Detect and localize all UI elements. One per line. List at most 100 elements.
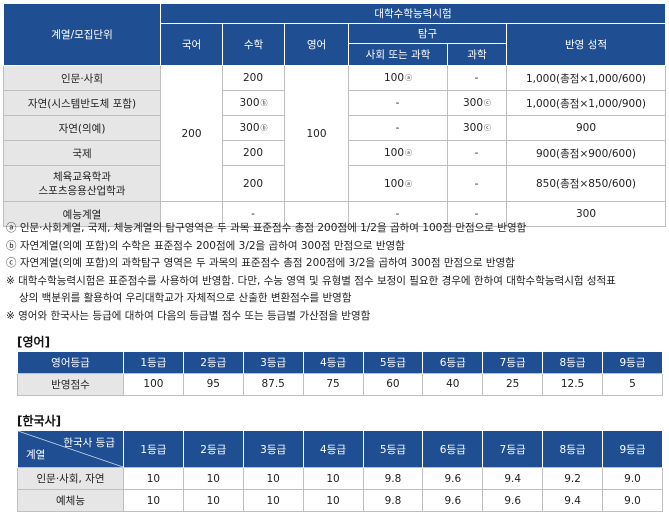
korean-score-empty bbox=[160, 201, 223, 227]
english-header-label: 영어등급 bbox=[17, 352, 124, 373]
table-row: 인문·사회 200 200 100 100ⓐ - 1,000(총점×1,000/… bbox=[3, 65, 666, 202]
footnote-standard-score-cont: 상의 백분위를 활용하여 우리대학교가 자체적으로 산출한 변환점수를 반영함 bbox=[19, 292, 352, 304]
table-row: 자연(시스템반도체 포함) 300ⓑ - 300ⓒ 1,000(총점×1,000… bbox=[3, 90, 666, 116]
grade-header: 1등급 bbox=[123, 352, 184, 373]
header-reflection: 반영 성적 bbox=[506, 23, 666, 66]
reflection-score: 900 bbox=[506, 115, 666, 141]
science-score: - bbox=[447, 65, 507, 91]
footnotes: ⓐ 인문·사회계열, 국제, 체능계열의 탐구영역은 두 과목 표준점수 총점 … bbox=[6, 220, 662, 325]
english-score-cell: 75 bbox=[302, 372, 364, 396]
math-score: 200 bbox=[222, 65, 285, 91]
table-row: 체육교육학과 스포츠응용산업학과 200 100ⓐ - 850(총점×850/6… bbox=[3, 165, 666, 202]
history-score-cell: 10 bbox=[123, 489, 184, 512]
header-math: 수학 bbox=[222, 23, 285, 66]
footnote-standard-score: ※ 대학수학능력시험은 표준점수를 사용하여 반영함. 다만, 수능 영역 및 … bbox=[6, 274, 616, 287]
grade-header: 8등급 bbox=[542, 431, 603, 468]
reflection-score: 1,000(총점×1,000/600) bbox=[506, 65, 666, 91]
history-row-label: 예체능 bbox=[17, 489, 124, 512]
header-korean: 국어 bbox=[160, 23, 223, 66]
header-science: 과학 bbox=[447, 43, 507, 66]
footnote-grade: ※ 영어와 한국사는 등급에 대하여 다음의 등급별 점수 또는 등급별 가산점… bbox=[6, 309, 371, 322]
header-category: 계열/모집단위 bbox=[3, 3, 161, 66]
grade-header: 6등급 bbox=[422, 352, 484, 373]
admission-score-table: 계열/모집단위 대학수학능력시험 국어 수학 영어 탐구 반영 성적 사회 또는… bbox=[3, 3, 666, 227]
math-score: - bbox=[222, 201, 285, 227]
history-header-row: 한국사 등급 계열 1등급 2등급 3등급 4등급 5등급 6등급 7등급 8등… bbox=[17, 431, 663, 468]
grade-header: 3등급 bbox=[242, 352, 304, 373]
korean-score: 200 bbox=[160, 65, 223, 202]
science-score: - bbox=[447, 140, 507, 166]
grade-header: 8등급 bbox=[542, 352, 603, 373]
grade-header: 5등급 bbox=[362, 431, 424, 468]
grade-header: 4등급 bbox=[302, 352, 364, 373]
grade-header: 3등급 bbox=[242, 431, 304, 468]
history-score-cell: 10 bbox=[123, 467, 184, 490]
english-score-cell: 12.5 bbox=[542, 372, 603, 396]
history-score-cell: 9.0 bbox=[602, 489, 663, 512]
row-label: 국제 bbox=[3, 140, 161, 166]
science-score: 300ⓒ bbox=[447, 115, 507, 141]
reflection-score: 300 bbox=[506, 201, 666, 227]
social-score: - bbox=[348, 90, 448, 116]
reflection-score: 1,000(총점×1,000/900) bbox=[506, 90, 666, 116]
english-score-cell: 40 bbox=[422, 372, 484, 396]
history-score-cell: 10 bbox=[242, 467, 304, 490]
grade-header: 7등급 bbox=[482, 352, 544, 373]
science-score: - bbox=[447, 201, 507, 227]
table-row: 자연(의예) 300ⓑ - 300ⓒ 900 bbox=[3, 115, 666, 141]
english-score-cell: 100 bbox=[123, 372, 184, 396]
history-score-cell: 9.2 bbox=[542, 467, 603, 490]
history-section-title: [한국사] bbox=[17, 414, 62, 428]
math-score: 300ⓑ bbox=[222, 90, 285, 116]
grade-header: 9등급 bbox=[602, 352, 663, 373]
history-score-cell: 9.6 bbox=[422, 489, 484, 512]
grade-header: 2등급 bbox=[182, 352, 244, 373]
history-row-label: 인문·사회, 자연 bbox=[17, 467, 124, 490]
row-label: 예능계열 bbox=[3, 201, 161, 227]
history-score-cell: 9.4 bbox=[542, 489, 603, 512]
english-score-cell: 5 bbox=[602, 372, 663, 396]
history-grade-table: 한국사 등급 계열 1등급 2등급 3등급 4등급 5등급 6등급 7등급 8등… bbox=[17, 431, 663, 512]
row-label: 자연(의예) bbox=[3, 115, 161, 141]
math-score: 300ⓑ bbox=[222, 115, 285, 141]
row-label: 체육교육학과 스포츠응용산업학과 bbox=[3, 165, 161, 202]
history-score-cell: 9.6 bbox=[422, 467, 484, 490]
history-header-track-label: 계열 bbox=[26, 449, 46, 461]
history-score-cell: 9.8 bbox=[362, 489, 424, 512]
english-score-cell: 25 bbox=[482, 372, 544, 396]
row-label: 자연(시스템반도체 포함) bbox=[3, 90, 161, 116]
footnote-a: ⓐ 인문·사회계열, 국제, 체능계열의 탐구영역은 두 과목 표준점수 총점 … bbox=[6, 222, 527, 234]
social-score: 100ⓐ bbox=[348, 65, 448, 91]
social-score: 100ⓐ bbox=[348, 140, 448, 166]
social-score: - bbox=[348, 115, 448, 141]
grade-header: 1등급 bbox=[123, 431, 184, 468]
footnote-b: ⓑ 자연계열(의예 포함)의 수학은 표준점수 200점에 3/2을 곱하여 3… bbox=[6, 239, 405, 252]
header-english: 영어 bbox=[284, 23, 349, 66]
english-score-cell: 87.5 bbox=[242, 372, 304, 396]
history-score-cell: 10 bbox=[302, 489, 364, 512]
header-social-or-science: 사회 또는 과학 bbox=[348, 43, 448, 66]
science-score: 300ⓒ bbox=[447, 90, 507, 116]
grade-header: 5등급 bbox=[362, 352, 424, 373]
table-row: 인문·사회, 자연 10 10 10 10 9.8 9.6 9.4 9.2 9.… bbox=[17, 467, 663, 490]
header-exam: 대학수학능력시험 bbox=[160, 3, 666, 24]
history-header-grade-label: 한국사 등급 bbox=[63, 437, 115, 449]
math-score: 200 bbox=[222, 165, 285, 202]
table-row: 예체능 10 10 10 10 9.8 9.6 9.6 9.4 9.0 bbox=[17, 489, 663, 512]
footnote-c: ⓒ 자연계열(의예 포함)의 과학탐구 영역은 두 과목의 표준점수 총점 20… bbox=[6, 257, 515, 269]
english-score: 100 bbox=[284, 65, 349, 202]
header-inquiry: 탐구 bbox=[348, 23, 507, 44]
english-grade-table: 영어등급 1등급 2등급 3등급 4등급 5등급 6등급 7등급 8등급 9등급… bbox=[17, 352, 663, 396]
history-score-cell: 9.0 bbox=[602, 467, 663, 490]
grade-header: 7등급 bbox=[482, 431, 544, 468]
english-score-cell: 60 bbox=[362, 372, 424, 396]
social-score: 100ⓐ bbox=[348, 165, 448, 202]
table-row: 반영점수 100 95 87.5 75 60 40 25 12.5 5 bbox=[17, 372, 663, 396]
row-label: 인문·사회 bbox=[3, 65, 161, 91]
history-score-cell: 10 bbox=[182, 467, 244, 490]
english-section-title: [영어] bbox=[17, 335, 51, 349]
grade-header: 4등급 bbox=[302, 431, 364, 468]
table-row: 예능계열 - - - 300 bbox=[3, 201, 666, 227]
history-score-cell: 9.4 bbox=[482, 467, 544, 490]
history-score-cell: 10 bbox=[182, 489, 244, 512]
